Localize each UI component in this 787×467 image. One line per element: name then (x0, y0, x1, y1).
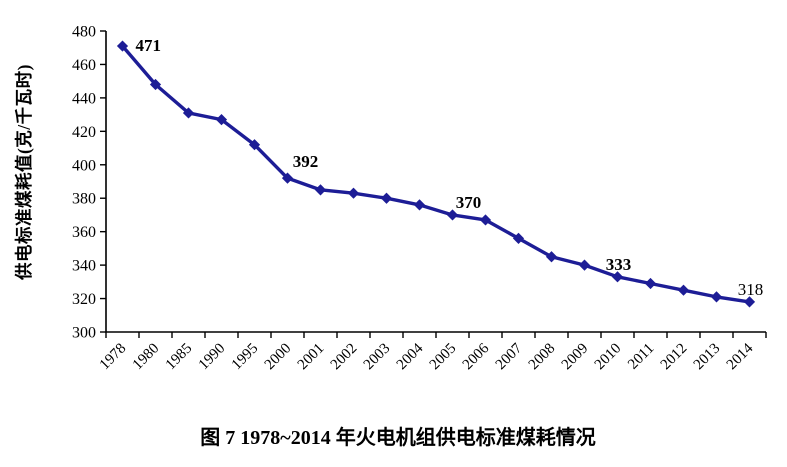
data-point-label: 318 (738, 280, 764, 299)
y-tick-label: 360 (72, 224, 96, 241)
data-point-label: 392 (293, 152, 319, 171)
x-tick-label: 1980 (130, 341, 163, 374)
x-tick-label: 2002 (328, 341, 361, 374)
figure-caption: 图 7 1978~2014 年火电机组供电标准煤耗情况 (200, 425, 595, 449)
x-tick-label: 2004 (394, 340, 427, 373)
x-tick-label: 2013 (691, 341, 724, 374)
data-point-marker (413, 199, 426, 211)
y-tick-label: 340 (72, 258, 96, 275)
y-tick-label: 320 (72, 291, 96, 308)
data-point-marker (347, 187, 360, 199)
data-point-label: 370 (456, 193, 482, 212)
data-point-marker (248, 139, 261, 151)
x-axis-ticks: 1978 1980 1985 1990 1995 2000 2001 2002 2003 2004… (97, 332, 767, 374)
y-tick-label: 440 (72, 90, 96, 107)
y-tick-label: 480 (72, 24, 96, 41)
x-tick-label: 2012 (658, 341, 691, 374)
y-tick-label: 380 (72, 191, 96, 208)
x-tick-label: 2000 (262, 341, 295, 374)
x-tick-label: 2007 (493, 340, 526, 373)
data-point-marker (182, 107, 195, 119)
x-tick-label: 2003 (361, 341, 394, 374)
x-tick-label: 2006 (460, 340, 493, 373)
data-point-marker (149, 78, 162, 91)
x-tick-label: 2009 (559, 341, 592, 374)
x-tick-label: 2011 (625, 341, 657, 373)
data-point-marker (314, 184, 327, 196)
x-tick-label: 2014 (724, 340, 757, 373)
data-point-marker (545, 251, 558, 263)
data-point-marker (446, 209, 459, 221)
x-tick-label: 2001 (295, 341, 328, 374)
x-tick-label: 1978 (97, 341, 130, 374)
x-tick-label: 2005 (427, 341, 460, 374)
data-point-marker (677, 284, 690, 296)
y-tick-label: 300 (72, 325, 96, 342)
series-line (120, 44, 752, 304)
data-point-label: 333 (606, 255, 632, 274)
data-point-marker (281, 172, 294, 184)
data-point-marker (578, 259, 591, 271)
data-point-marker (743, 296, 756, 308)
x-tick-label: 1990 (196, 341, 229, 374)
data-point-marker (116, 40, 129, 52)
y-axis-ticks: 300 320 340 360 380 400 420 440 460 480 (72, 24, 106, 342)
data-series (116, 40, 756, 308)
y-tick-label: 400 (72, 157, 96, 174)
data-point-marker (710, 291, 723, 303)
data-point-marker (215, 114, 228, 126)
x-tick-label: 1995 (229, 341, 262, 374)
data-labels: 471 392 370 333 318 (136, 36, 764, 299)
y-axis-title: 供电标准煤耗值(克/千瓦时) (14, 64, 34, 281)
data-point-marker (479, 214, 492, 226)
x-tick-label: 2010 (592, 341, 625, 374)
y-tick-label: 460 (72, 57, 96, 74)
x-tick-label: 2008 (526, 341, 559, 374)
data-point-marker (644, 277, 657, 290)
y-tick-label: 420 (72, 124, 96, 141)
data-point-marker (512, 232, 525, 244)
data-point-marker (380, 192, 393, 204)
data-point-marker (611, 271, 624, 283)
data-point-label: 471 (136, 36, 162, 55)
x-tick-label: 1985 (163, 341, 196, 374)
